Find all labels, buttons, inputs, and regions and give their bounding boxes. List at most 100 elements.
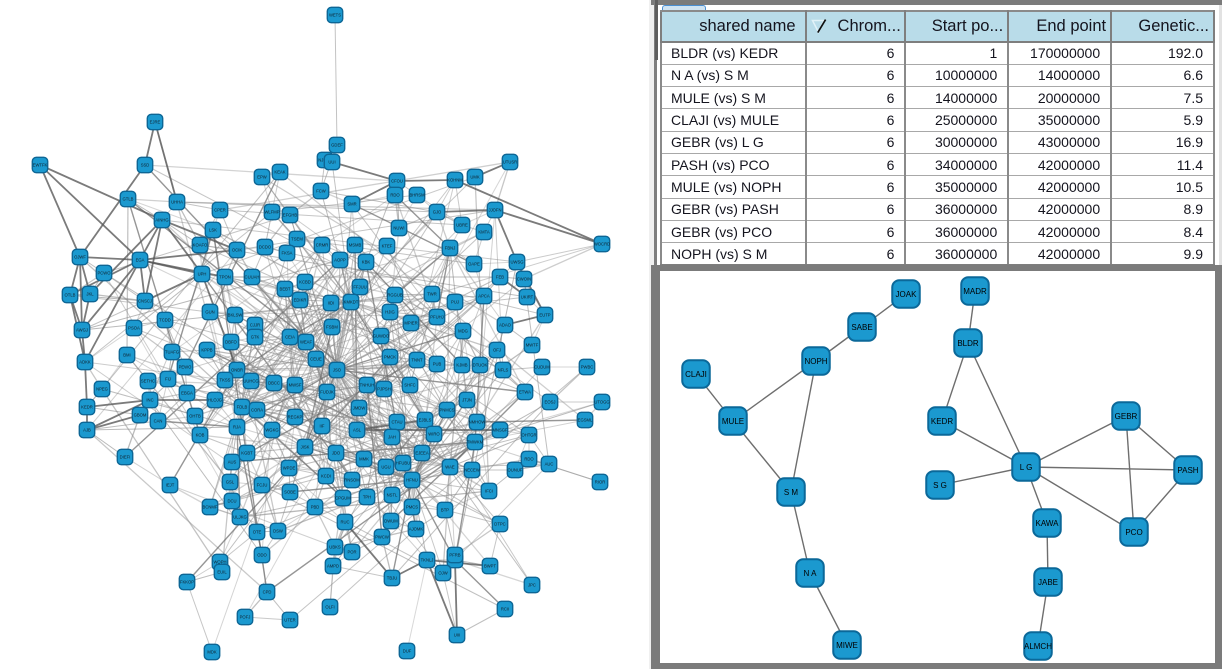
svg-text:BLDR: BLDR (957, 339, 979, 348)
svg-text:SETHC: SETHC (141, 379, 155, 384)
svg-text:PFUHJ: PFUHJ (430, 315, 444, 320)
svg-text:TCDD: TCDD (159, 318, 171, 323)
svg-text:CTAU: CTAU (391, 420, 402, 425)
svg-text:S G: S G (933, 481, 947, 490)
svg-text:BHRSM: BHRSM (409, 193, 425, 198)
svg-text:FCW: FCW (316, 189, 326, 194)
svg-text:JAH: JAH (388, 435, 396, 440)
svg-text:MMK: MMK (359, 457, 369, 462)
svg-text:AJB: AJB (83, 428, 91, 433)
svg-text:CAN: CAN (154, 419, 163, 424)
svg-text:PWCW: PWCW (375, 535, 389, 540)
svg-text:NECEW: NECEW (464, 468, 480, 473)
svg-text:MIWE: MIWE (836, 641, 858, 650)
svg-text:MNSGF: MNSGF (492, 428, 508, 433)
svg-text:KPPB: KPPB (201, 348, 212, 353)
svg-text:EDIKR: EDIKR (294, 298, 307, 303)
svg-text:GUWDO: GUWDO (373, 334, 390, 339)
svg-text:WGKG: WGKG (265, 428, 278, 433)
svg-text:AUS: AUS (228, 460, 237, 465)
svg-text:ASL: ASL (353, 428, 362, 433)
svg-text:RDO: RDO (390, 193, 400, 198)
svg-text:DCDO: DCDO (259, 245, 272, 250)
svg-text:NFLS: NFLS (498, 368, 509, 373)
svg-text:OHTGR: OHTGR (521, 433, 536, 438)
svg-text:S M: S M (784, 488, 799, 497)
svg-text:BMI: BMI (123, 353, 130, 358)
svg-text:FDLB: FDLB (237, 405, 248, 410)
svg-text:CPD: CPD (263, 590, 272, 595)
svg-text:DTUOK: DTUOK (473, 363, 488, 368)
svg-text:KJMB: KJMB (456, 363, 467, 368)
svg-text:ADKK: ADKK (79, 360, 91, 365)
svg-text:PMCK: PMCK (384, 355, 396, 360)
svg-text:EWTFK: EWTFK (33, 163, 48, 168)
svg-text:PCWO: PCWO (97, 271, 111, 276)
svg-text:UWSG: UWSG (510, 260, 523, 265)
svg-text:DCU: DCU (227, 499, 236, 504)
svg-text:LSK: LSK (209, 228, 217, 233)
svg-text:WIRO: WIRO (428, 432, 440, 437)
svg-text:WPDE: WPDE (283, 466, 296, 471)
svg-text:GBOM: GBOM (134, 413, 147, 418)
svg-text:EUIL: EUIL (217, 570, 227, 575)
svg-text:DSW: DSW (273, 529, 283, 534)
svg-text:ADAO: ADAO (499, 323, 512, 328)
svg-text:TBJU: TBJU (387, 576, 397, 581)
svg-text:FSBM: FSBM (326, 325, 338, 330)
svg-text:OLFI: OLFI (325, 605, 334, 610)
svg-text:L G: L G (1020, 463, 1033, 472)
svg-text:IFCI: IFCI (485, 489, 493, 494)
svg-text:EJEEA: EJEEA (415, 451, 428, 456)
svg-text:KMTA: KMTA (478, 230, 490, 235)
svg-text:PASH: PASH (1177, 466, 1198, 475)
svg-text:WLFMP: WLFMP (264, 210, 279, 215)
svg-text:BTP: BTP (441, 508, 449, 513)
svg-text:UTER: UTER (284, 618, 295, 623)
svg-text:KTEF: KTEF (382, 244, 393, 249)
svg-text:CEIA: CEIA (285, 335, 295, 340)
svg-text:AJOMK: AJOMK (409, 527, 424, 532)
svg-text:HJIG: HJIG (385, 310, 395, 315)
svg-text:NOPH: NOPH (804, 357, 827, 366)
svg-text:JKL: JKL (86, 292, 94, 297)
svg-text:BCNMF: BCNMF (203, 505, 218, 510)
svg-text:PMCS: PMCS (406, 505, 418, 510)
svg-text:MADR: MADR (963, 287, 987, 296)
svg-text:SSD: SSD (141, 163, 150, 168)
svg-text:SABE: SABE (851, 323, 872, 332)
svg-text:OTE: OTE (253, 530, 262, 535)
svg-text:ALMCH: ALMCH (1024, 642, 1052, 651)
svg-text:CRMR: CRMR (316, 243, 329, 248)
svg-text:PWBC: PWBC (581, 365, 594, 370)
svg-text:KOB: KOB (196, 433, 205, 438)
svg-text:UBRE: UBRE (456, 223, 468, 228)
svg-text:NUWI: NUWI (393, 226, 404, 231)
svg-text:JSO: JSO (333, 368, 342, 373)
svg-text:HFNU: HFNU (406, 478, 418, 483)
svg-text:DWUM: DWUM (384, 519, 398, 524)
svg-text:KBK: KBK (362, 260, 371, 265)
svg-text:MULE: MULE (722, 417, 744, 426)
svg-text:JOAK: JOAK (896, 290, 918, 299)
svg-text:BKLSW: BKLSW (228, 313, 243, 318)
svg-text:CWOIN: CWOIN (517, 277, 531, 282)
svg-text:EFGHB: EFGHB (283, 213, 298, 218)
svg-text:RGGUB: RGGUB (387, 293, 403, 298)
svg-text:JISK: JISK (301, 445, 310, 450)
svg-text:OAPE: OAPE (468, 262, 480, 267)
svg-text:MDG: MDG (458, 329, 468, 334)
svg-text:CEUE: CEUE (310, 357, 322, 362)
svg-text:AUC: AUC (545, 462, 554, 467)
svg-text:JDO: JDO (332, 451, 341, 456)
svg-text:MWSF: MWSF (289, 383, 302, 388)
svg-text:EUTP: EUTP (539, 313, 550, 318)
svg-text:TNNT: TNNT (411, 358, 423, 363)
svg-text:EGA: EGA (136, 258, 145, 263)
svg-text:PSOA: PSOA (128, 326, 140, 331)
svg-text:RUC: RUC (340, 520, 349, 525)
svg-text:GEBR: GEBR (1115, 412, 1138, 421)
svg-text:GJO: GJO (433, 210, 442, 215)
svg-text:IIDI: IIDI (328, 301, 335, 306)
svg-text:AMPD: AMPD (327, 564, 339, 569)
